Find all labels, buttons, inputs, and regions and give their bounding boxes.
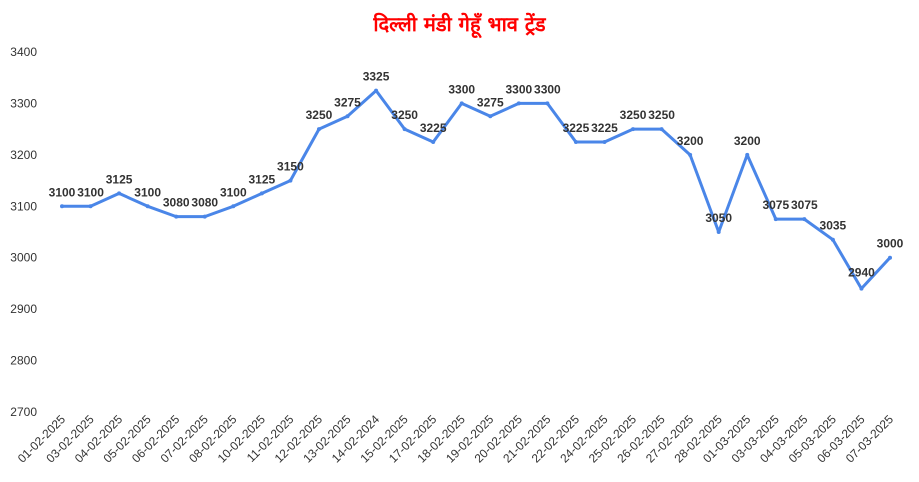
data-label: 3100 xyxy=(220,185,247,199)
data-point xyxy=(345,114,350,119)
data-point xyxy=(231,204,236,209)
data-point xyxy=(830,237,835,242)
data-point xyxy=(488,114,493,119)
y-tick-label: 2700 xyxy=(10,405,37,419)
data-label: 3200 xyxy=(677,134,704,148)
data-label: 3300 xyxy=(448,82,475,96)
data-label: 3150 xyxy=(277,160,304,174)
data-label: 3125 xyxy=(106,172,133,186)
data-label: 3000 xyxy=(877,237,904,251)
data-point xyxy=(688,152,693,157)
chart-title: दिल्ली मंडी गेहूँ भाव ट्रेंड xyxy=(373,12,546,36)
data-point xyxy=(202,214,207,219)
y-tick-label: 3100 xyxy=(10,199,37,213)
data-point xyxy=(888,255,892,260)
y-tick-label: 2800 xyxy=(10,354,37,368)
data-label: 3100 xyxy=(49,185,76,199)
data-point xyxy=(659,127,664,132)
data-point xyxy=(773,217,778,222)
data-label: 3200 xyxy=(734,134,761,148)
data-point xyxy=(802,217,807,222)
data-point xyxy=(117,191,122,196)
data-label: 3250 xyxy=(306,108,333,122)
data-label: 3075 xyxy=(762,198,789,212)
data-point xyxy=(459,101,464,106)
data-label: 3100 xyxy=(77,185,104,199)
data-label: 3300 xyxy=(534,82,561,96)
data-point xyxy=(431,140,436,144)
data-label: 3075 xyxy=(791,198,818,212)
series-line xyxy=(60,88,892,291)
data-label: 3250 xyxy=(648,108,675,122)
data-label: 3080 xyxy=(191,196,218,210)
data-point xyxy=(316,127,321,132)
data-label: 2940 xyxy=(848,266,875,280)
data-point xyxy=(88,204,93,209)
y-tick-label: 2900 xyxy=(10,302,37,316)
data-label: 3325 xyxy=(363,70,390,84)
data-point xyxy=(516,101,521,106)
x-axis-ticks: 01-02-202503-02-202504-02-202505-02-2025… xyxy=(15,412,897,466)
data-point xyxy=(145,204,150,209)
data-point xyxy=(573,140,578,144)
data-label: 3035 xyxy=(820,219,847,233)
data-label: 3225 xyxy=(420,121,447,135)
data-point xyxy=(602,140,607,144)
data-label: 3300 xyxy=(505,82,532,96)
data-label: 3100 xyxy=(134,185,161,199)
data-label: 3225 xyxy=(563,121,590,135)
data-label: 3080 xyxy=(163,196,190,210)
y-tick-label: 3200 xyxy=(10,148,37,162)
data-label: 3225 xyxy=(591,121,618,135)
data-point xyxy=(174,214,179,219)
data-point xyxy=(374,88,379,93)
data-point xyxy=(288,178,293,183)
data-point xyxy=(259,191,264,196)
data-point xyxy=(402,127,407,132)
data-label: 3125 xyxy=(249,172,276,186)
data-point xyxy=(60,204,64,209)
data-point xyxy=(716,230,721,234)
data-point xyxy=(745,152,750,157)
data-label: 3250 xyxy=(620,108,647,122)
data-point xyxy=(631,127,636,132)
y-tick-label: 3000 xyxy=(10,251,37,265)
y-tick-label: 3300 xyxy=(10,96,37,110)
y-tick-label: 3400 xyxy=(10,45,37,59)
data-point xyxy=(859,286,864,291)
data-label: 3275 xyxy=(477,95,504,109)
data-label: 3275 xyxy=(334,95,361,109)
price-line xyxy=(62,89,892,291)
y-axis-ticks: 3400 3300 3200 3100 3000 2900 2800 2700 xyxy=(10,45,37,419)
data-label: 3050 xyxy=(705,211,732,225)
data-point xyxy=(545,101,550,106)
data-label: 3250 xyxy=(391,108,418,122)
